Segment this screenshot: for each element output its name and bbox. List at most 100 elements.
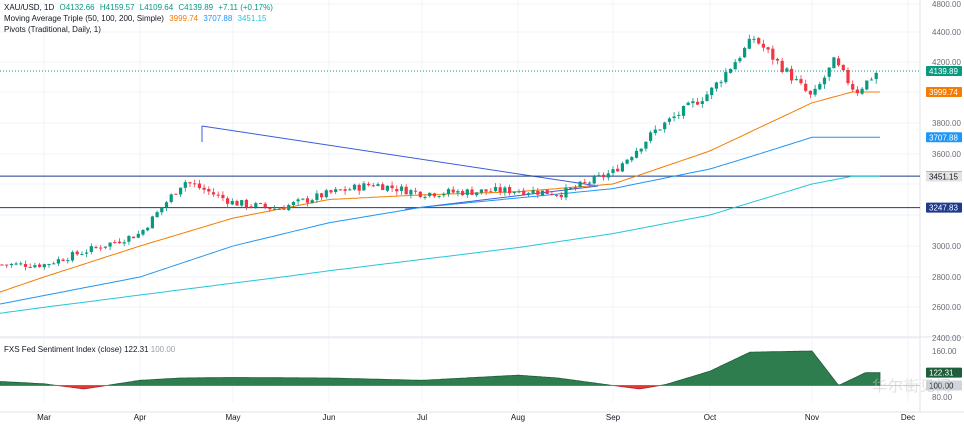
candle[interactable]	[728, 68, 733, 73]
candle[interactable]	[367, 183, 371, 186]
candle[interactable]	[174, 193, 178, 195]
candle[interactable]	[249, 206, 253, 208]
candle[interactable]	[244, 199, 248, 208]
candle[interactable]	[0, 264, 4, 266]
candle[interactable]	[179, 187, 183, 195]
candle[interactable]	[757, 37, 761, 44]
candle[interactable]	[536, 190, 540, 195]
candle[interactable]	[320, 193, 324, 198]
candle[interactable]	[390, 185, 394, 189]
candle[interactable]	[587, 182, 592, 184]
candle[interactable]	[381, 184, 385, 191]
candle[interactable]	[33, 265, 37, 268]
candle[interactable]	[555, 194, 559, 196]
candle[interactable]	[602, 174, 606, 178]
candle[interactable]	[818, 84, 822, 90]
candle[interactable]	[409, 190, 413, 195]
candle[interactable]	[479, 189, 483, 193]
candle[interactable]	[80, 254, 84, 256]
candle[interactable]	[874, 72, 878, 80]
candle[interactable]	[761, 43, 765, 48]
candle[interactable]	[837, 58, 841, 66]
candle[interactable]	[230, 200, 234, 205]
ma100-line[interactable]	[0, 136, 880, 305]
ma200-line[interactable]	[0, 175, 880, 314]
candle[interactable]	[94, 246, 98, 248]
sentiment-area-negative[interactable]	[0, 385, 880, 390]
candle[interactable]	[19, 263, 23, 265]
ma50-line[interactable]	[0, 91, 880, 293]
candle[interactable]	[620, 163, 624, 172]
candle[interactable]	[559, 194, 563, 198]
candle[interactable]	[790, 68, 794, 81]
candle[interactable]	[794, 79, 798, 81]
candle[interactable]	[681, 105, 686, 116]
candle[interactable]	[667, 118, 671, 122]
candle[interactable]	[465, 189, 469, 195]
candle[interactable]	[113, 242, 117, 244]
candle[interactable]	[207, 189, 211, 192]
candle[interactable]	[291, 202, 295, 206]
candle[interactable]	[752, 38, 756, 40]
candle[interactable]	[164, 202, 169, 208]
candle[interactable]	[371, 185, 375, 187]
candle[interactable]	[404, 186, 408, 195]
candle[interactable]	[432, 193, 436, 197]
candle[interactable]	[531, 190, 535, 194]
candle[interactable]	[141, 230, 145, 235]
candle[interactable]	[710, 87, 714, 96]
candle[interactable]	[804, 83, 808, 91]
candle[interactable]	[305, 198, 310, 203]
candle[interactable]	[813, 88, 817, 95]
candle[interactable]	[254, 203, 258, 208]
candle[interactable]	[103, 246, 107, 248]
candle[interactable]	[446, 189, 451, 194]
price-badge[interactable]	[926, 132, 962, 143]
candle[interactable]	[296, 199, 300, 202]
candle[interactable]	[42, 264, 46, 268]
candle[interactable]	[277, 208, 281, 210]
candle[interactable]	[785, 68, 789, 72]
candle[interactable]	[117, 241, 122, 244]
candle[interactable]	[442, 194, 446, 196]
candle[interactable]	[508, 187, 512, 194]
candle[interactable]	[573, 187, 577, 189]
candle[interactable]	[719, 82, 723, 84]
candle[interactable]	[691, 101, 695, 104]
candle[interactable]	[338, 189, 342, 191]
candle[interactable]	[169, 194, 173, 203]
candle[interactable]	[352, 184, 357, 190]
candle[interactable]	[649, 132, 653, 141]
candle[interactable]	[132, 236, 136, 239]
candle[interactable]	[193, 183, 197, 185]
candle[interactable]	[639, 148, 643, 152]
candle[interactable]	[89, 246, 93, 253]
candle[interactable]	[766, 47, 770, 50]
candle[interactable]	[197, 183, 201, 189]
candle[interactable]	[644, 141, 648, 149]
candle[interactable]	[658, 129, 662, 131]
candle[interactable]	[771, 48, 775, 60]
candle[interactable]	[696, 101, 700, 105]
candle[interactable]	[578, 181, 582, 187]
candle[interactable]	[832, 57, 836, 69]
candle[interactable]	[263, 203, 267, 208]
candle[interactable]	[686, 102, 690, 106]
candle[interactable]	[700, 101, 704, 104]
candle[interactable]	[851, 84, 855, 90]
candle[interactable]	[775, 58, 780, 61]
candle[interactable]	[597, 175, 601, 177]
candle[interactable]	[461, 191, 465, 196]
candle[interactable]	[414, 190, 418, 192]
candle[interactable]	[28, 266, 32, 268]
candle[interactable]	[634, 150, 639, 158]
candle[interactable]	[155, 212, 159, 218]
candle[interactable]	[258, 203, 263, 205]
candle[interactable]	[714, 82, 718, 89]
candle[interactable]	[418, 191, 422, 198]
candle[interactable]	[362, 183, 366, 191]
candle[interactable]	[188, 182, 192, 184]
candle[interactable]	[705, 94, 709, 102]
